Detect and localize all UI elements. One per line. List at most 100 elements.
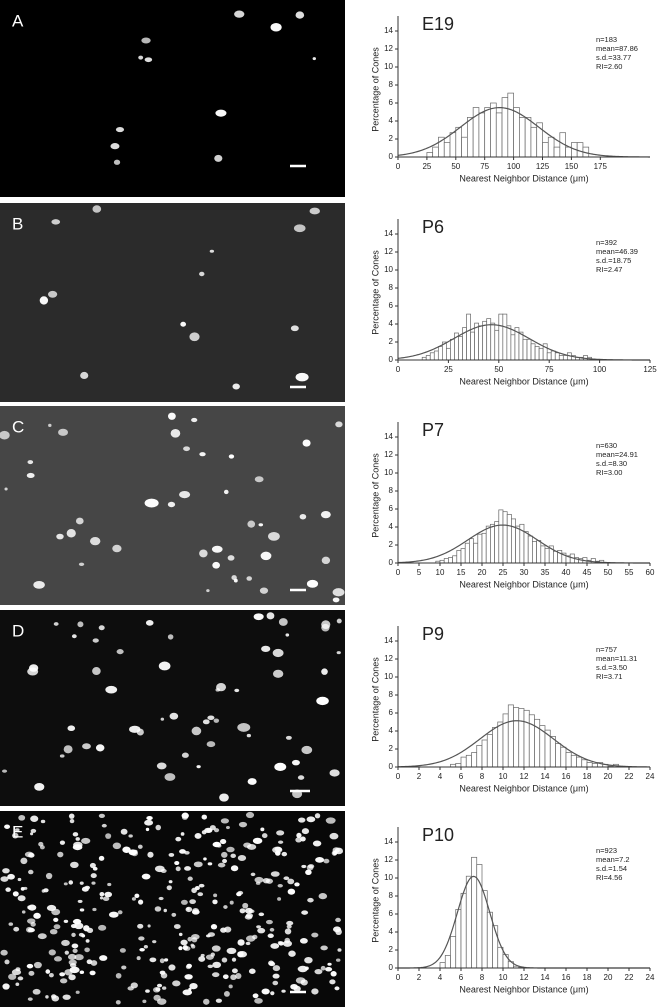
cell: [168, 412, 176, 420]
cell: [81, 837, 91, 844]
cell: [98, 855, 105, 861]
cell: [84, 947, 90, 953]
bar: [550, 350, 556, 361]
cell: [164, 958, 169, 962]
cell: [228, 454, 235, 459]
cell: [281, 851, 288, 857]
cell: [260, 551, 272, 561]
bar: [478, 325, 484, 361]
cell: [141, 37, 151, 44]
x-tick-label: 14: [541, 973, 550, 982]
cell: [248, 968, 256, 974]
cell: [206, 828, 213, 833]
bar: [449, 132, 457, 158]
cell: [92, 667, 101, 676]
cell: [155, 824, 162, 831]
cell: [33, 912, 41, 919]
cell: [112, 842, 122, 850]
cell: [222, 974, 229, 980]
bar: [518, 708, 525, 768]
cell: [321, 623, 330, 632]
bar: [458, 336, 463, 361]
cell: [198, 883, 205, 888]
cell: [178, 932, 183, 937]
stat-label: mean=46.39: [596, 247, 638, 256]
cell: [187, 936, 193, 942]
cell: [191, 726, 202, 736]
bar: [432, 146, 439, 158]
y-tick-label: 12: [384, 450, 393, 459]
bar: [485, 525, 491, 564]
cell: [215, 688, 220, 692]
x-tick-label: 12: [520, 973, 529, 982]
bar: [513, 107, 520, 158]
bar: [547, 136, 555, 158]
cell: [138, 55, 144, 60]
x-tick-label: 150: [565, 162, 579, 171]
cell: [277, 883, 283, 888]
stat-label: s.d.=8.30: [596, 459, 627, 468]
y-tick-label: 4: [389, 726, 394, 735]
cell: [68, 880, 74, 885]
bar: [515, 525, 521, 564]
y-tick-label: 2: [389, 337, 394, 346]
stat-label: n=923: [596, 846, 617, 855]
cell: [198, 956, 206, 962]
cell: [98, 813, 105, 818]
cell: [144, 57, 153, 63]
cell: [13, 926, 20, 932]
bar: [478, 112, 486, 158]
cell: [137, 844, 143, 849]
cell: [270, 22, 282, 32]
bar: [497, 946, 504, 969]
bar: [433, 350, 439, 361]
cell: [107, 882, 112, 887]
y-tick-label: 0: [389, 762, 394, 771]
y-tick-label: 4: [389, 319, 394, 328]
cell: [215, 998, 222, 1003]
cell: [73, 841, 83, 849]
x-tick-label: 6: [459, 973, 464, 982]
cell: [228, 984, 233, 989]
y-tick-label: 8: [389, 80, 394, 89]
cell: [296, 832, 302, 839]
x-tick-label: 25: [499, 568, 508, 577]
stat-label: mean=87.86: [596, 44, 638, 53]
cell: [294, 882, 300, 887]
x-tick-label: 24: [646, 772, 655, 781]
cell: [298, 817, 306, 823]
bar: [492, 727, 499, 768]
cell: [27, 904, 37, 911]
x-tick-label: 55: [625, 568, 634, 577]
y-tick-label: 8: [389, 690, 394, 699]
cell: [141, 873, 151, 880]
cell: [8, 973, 17, 980]
cell: [212, 561, 220, 569]
cell: [213, 893, 218, 898]
cell: [291, 759, 300, 766]
cell: [323, 858, 330, 864]
x-tick-label: 24: [646, 973, 655, 982]
cell: [299, 514, 307, 520]
x-tick-label: 0: [396, 772, 401, 781]
cell: [58, 428, 68, 436]
cell: [315, 857, 325, 863]
cell: [203, 857, 207, 861]
cell: [196, 765, 201, 769]
cell: [191, 937, 198, 943]
bar: [507, 92, 514, 158]
bar: [534, 346, 540, 361]
bar: [444, 955, 451, 969]
cell: [258, 523, 264, 527]
cell: [33, 580, 45, 589]
cell: [136, 728, 144, 736]
cell: [268, 960, 275, 966]
x-tick-label: 0: [396, 568, 401, 577]
cell: [183, 946, 191, 951]
x-tick-label: 2: [417, 973, 422, 982]
cell: [12, 891, 19, 897]
cell: [75, 990, 80, 994]
x-tick-label: 20: [604, 973, 613, 982]
bar: [498, 313, 504, 361]
cell: [98, 625, 105, 631]
